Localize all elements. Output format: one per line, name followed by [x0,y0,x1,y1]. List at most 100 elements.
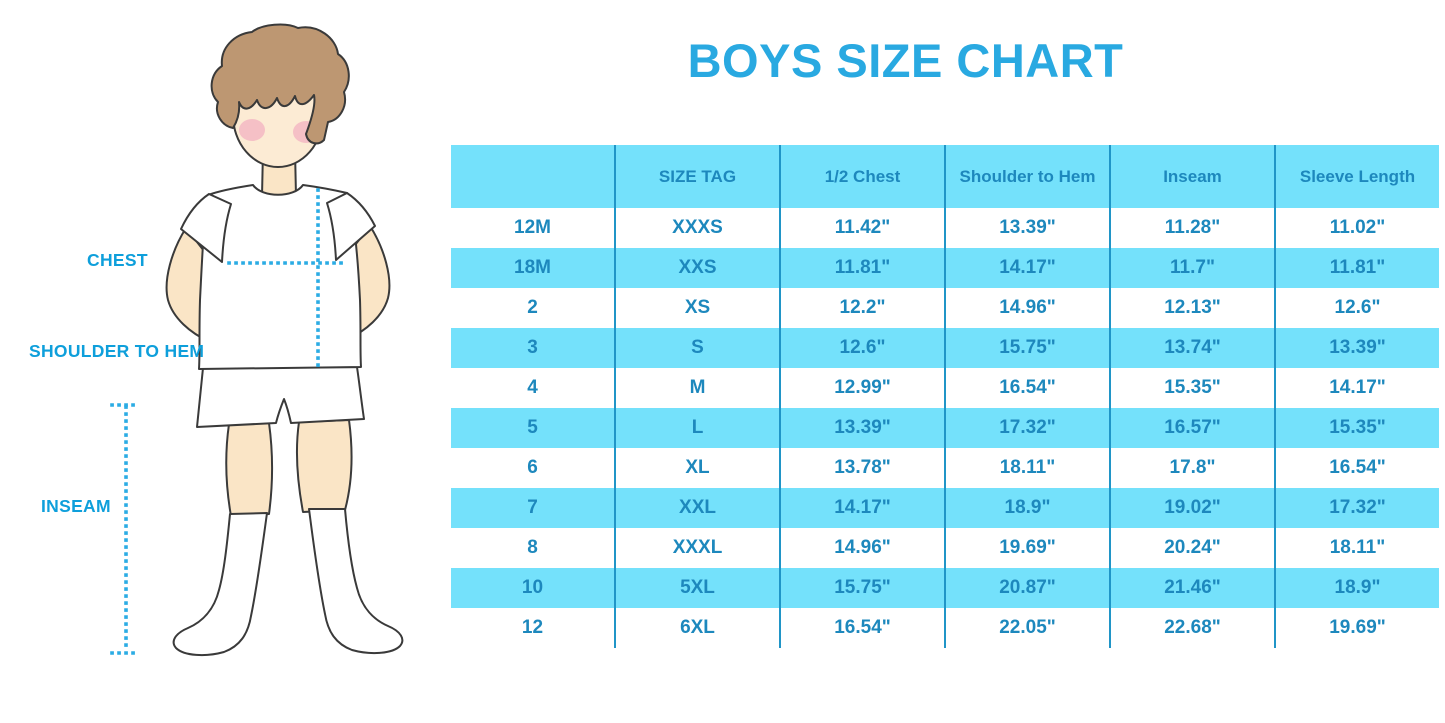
table-cell: XXL [614,488,780,528]
table-cell: 16.54" [1274,448,1439,488]
table-row: 7 XXL 14.17" 18.9" 19.02" 17.32" [451,488,1439,528]
table-cell: S [614,328,780,368]
table-cell: 16.54" [779,608,945,648]
table-row: 8 XXXL 14.96" 19.69" 20.24" 18.11" [451,528,1439,568]
table-cell: 15.75" [779,568,945,608]
table-row: 2 XS 12.2" 14.96" 12.13" 12.6" [451,288,1439,328]
table-row: 12M XXXS 11.42" 13.39" 11.28" 11.02" [451,208,1439,248]
table-cell: 7 [451,488,615,528]
table-cell: 11.42" [779,208,945,248]
size-table: SIZE TAG 1/2 Chest Shoulder to Hem Insea… [451,145,1439,648]
boy-right-leg [295,419,353,513]
page-title: BOYS SIZE CHART [687,34,1124,87]
table-cell: 8 [527,537,538,558]
table-cell: 14.96" [779,528,945,568]
table-cell: 13.39" [779,408,945,448]
table-cell: 19.02" [1109,488,1275,528]
boy-shirt [198,184,362,370]
inseam-label: INSEAM [41,496,111,516]
table-cell: 12M [514,217,551,238]
boy-right-sleeve [326,192,376,261]
figure-panel: CHEST SHOULDER TO HEM INSEAM [0,0,450,723]
table-cell: 5 [451,408,615,448]
chest-label: CHEST [87,250,148,270]
table-cell: 12 [521,617,544,638]
table-row: 18M XXS 11.81" 14.17" 11.7" 11.81" [451,248,1439,288]
table-cell: 17.32" [1274,488,1439,528]
table-cell: 22.68" [1109,608,1275,648]
boy-left-cheek [239,119,265,141]
table-cell: 14.96" [944,288,1110,328]
table-cell: 11.81" [779,248,945,288]
header-cell-half-chest: 1/2 Chest [779,145,945,208]
size-table-body: 12M XXXS 11.42" 13.39" 11.28" 11.02" 18M… [451,208,1439,648]
table-cell: 11.81" [1274,248,1439,288]
shoulder-to-hem-label: SHOULDER TO HEM [29,341,205,361]
table-cell: 14.17" [1274,368,1439,408]
table-cell: 18M [451,248,615,288]
header-cell-sleeve-length: Sleeve Length [1274,145,1439,208]
table-cell: 5XL [614,568,780,608]
table-cell: 18.11" [1274,528,1439,568]
header-cell-inseam: Inseam [1109,145,1275,208]
table-cell: 14.17" [944,248,1110,288]
table-cell: 16.54" [944,368,1110,408]
table-cell: XS [614,288,780,328]
table-cell: 6 [527,457,538,478]
table-cell: 20.87" [944,568,1110,608]
header-cell-size-tag: SIZE TAG [614,145,780,208]
table-cell: XXXS [614,208,780,248]
table-cell: 15.35" [1274,408,1439,448]
table-cell: 19.69" [1274,608,1439,648]
table-cell: 12.6" [779,328,945,368]
header-cell-size [451,145,615,208]
table-cell: 15.75" [944,328,1110,368]
table-cell: XXXL [614,528,780,568]
table-cell: 21.46" [1109,568,1275,608]
boy-hair [210,23,350,145]
table-cell: 13.78" [779,448,945,488]
table-cell: 15.35" [1109,368,1275,408]
table-cell: 14.17" [779,488,945,528]
table-cell: 17.32" [944,408,1110,448]
header-row: SIZE TAG 1/2 Chest Shoulder to Hem Insea… [451,145,1439,208]
table-cell: 11.7" [1109,248,1275,288]
table-cell: 12.6" [1274,288,1439,328]
table-row: 3 S 12.6" 15.75" 13.74" 13.39" [451,328,1439,368]
table-cell: 3 [451,328,615,368]
boy-illustration [110,23,404,657]
table-cell: 18.9" [1274,568,1439,608]
table-row: 10 5XL 15.75" 20.87" 21.46" 18.9" [451,568,1439,608]
boy-left-sock [172,512,268,657]
boy-shorts [196,366,365,428]
table-row: 6 XL 13.78" 18.11" 17.8" 16.54" [451,448,1439,488]
table-cell: 13.39" [1274,328,1439,368]
table-cell: 2 [527,297,538,318]
table-cell: 19.69" [944,528,1110,568]
table-cell: 12.99" [779,368,945,408]
table-cell: 11.02" [1274,208,1439,248]
table-cell: 13.74" [1109,328,1275,368]
table-cell: 20.24" [1109,528,1275,568]
table-cell: 18.11" [944,448,1110,488]
table-cell: 12.2" [779,288,945,328]
table-cell: 17.8" [1109,448,1275,488]
table-cell: 11.28" [1109,208,1275,248]
boy-right-sock [308,508,404,655]
size-table-header: SIZE TAG 1/2 Chest Shoulder to Hem Insea… [451,145,1439,208]
table-cell: 10 [451,568,615,608]
table-cell: 16.57" [1109,408,1275,448]
boy-left-sleeve [180,193,232,263]
header-cell-shoulder-to-hem: Shoulder to Hem [944,145,1110,208]
table-cell: M [614,368,780,408]
table-cell: 6XL [614,608,780,648]
table-cell: L [614,408,780,448]
table-cell: 13.39" [944,208,1110,248]
table-row: 5 L 13.39" 17.32" 16.57" 15.35" [451,408,1439,448]
table-cell: 18.9" [944,488,1110,528]
table-row: 12 6XL 16.54" 22.05" 22.68" 19.69" [451,608,1439,648]
table-cell: 22.05" [944,608,1110,648]
table-row: 4 M 12.99" 16.54" 15.35" 14.17" [451,368,1439,408]
table-cell: XXS [614,248,780,288]
